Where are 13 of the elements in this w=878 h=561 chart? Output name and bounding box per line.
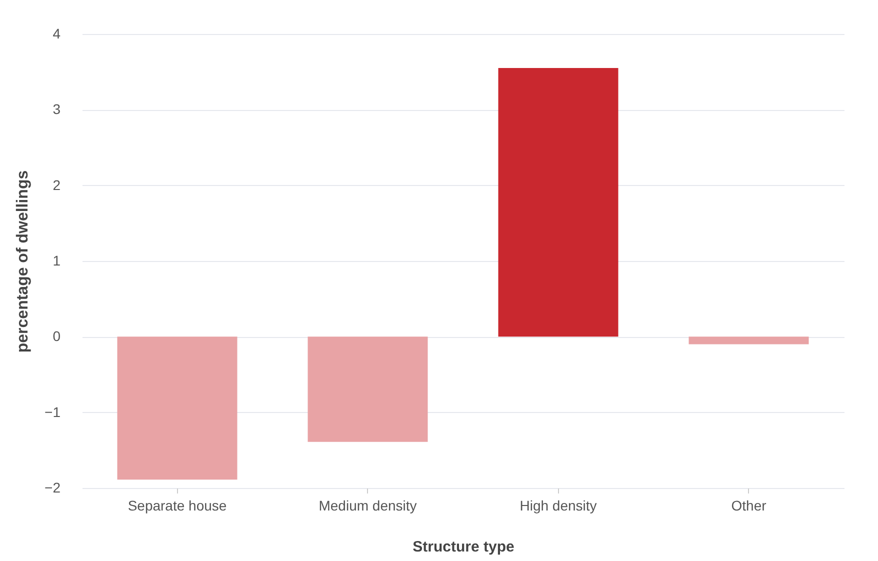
y-tick-label: 2	[52, 176, 61, 193]
x-tick-label: Separate house	[128, 498, 227, 514]
y-axis-title: percentage of dwellings	[14, 170, 32, 353]
y-tick-label: −2	[44, 480, 61, 496]
y-tick-label: 3	[52, 101, 61, 118]
x-tick-label: Other	[731, 498, 767, 514]
y-tick-label: −1	[44, 404, 61, 420]
x-tick-label: Medium density	[318, 498, 417, 514]
y-tick-label: 1	[52, 252, 61, 268]
y-tick-label: 0	[52, 328, 61, 344]
y-tick-label: 4	[52, 26, 61, 42]
x-tick-label: High density	[520, 498, 597, 514]
x-axis-title: Structure type	[412, 538, 514, 556]
